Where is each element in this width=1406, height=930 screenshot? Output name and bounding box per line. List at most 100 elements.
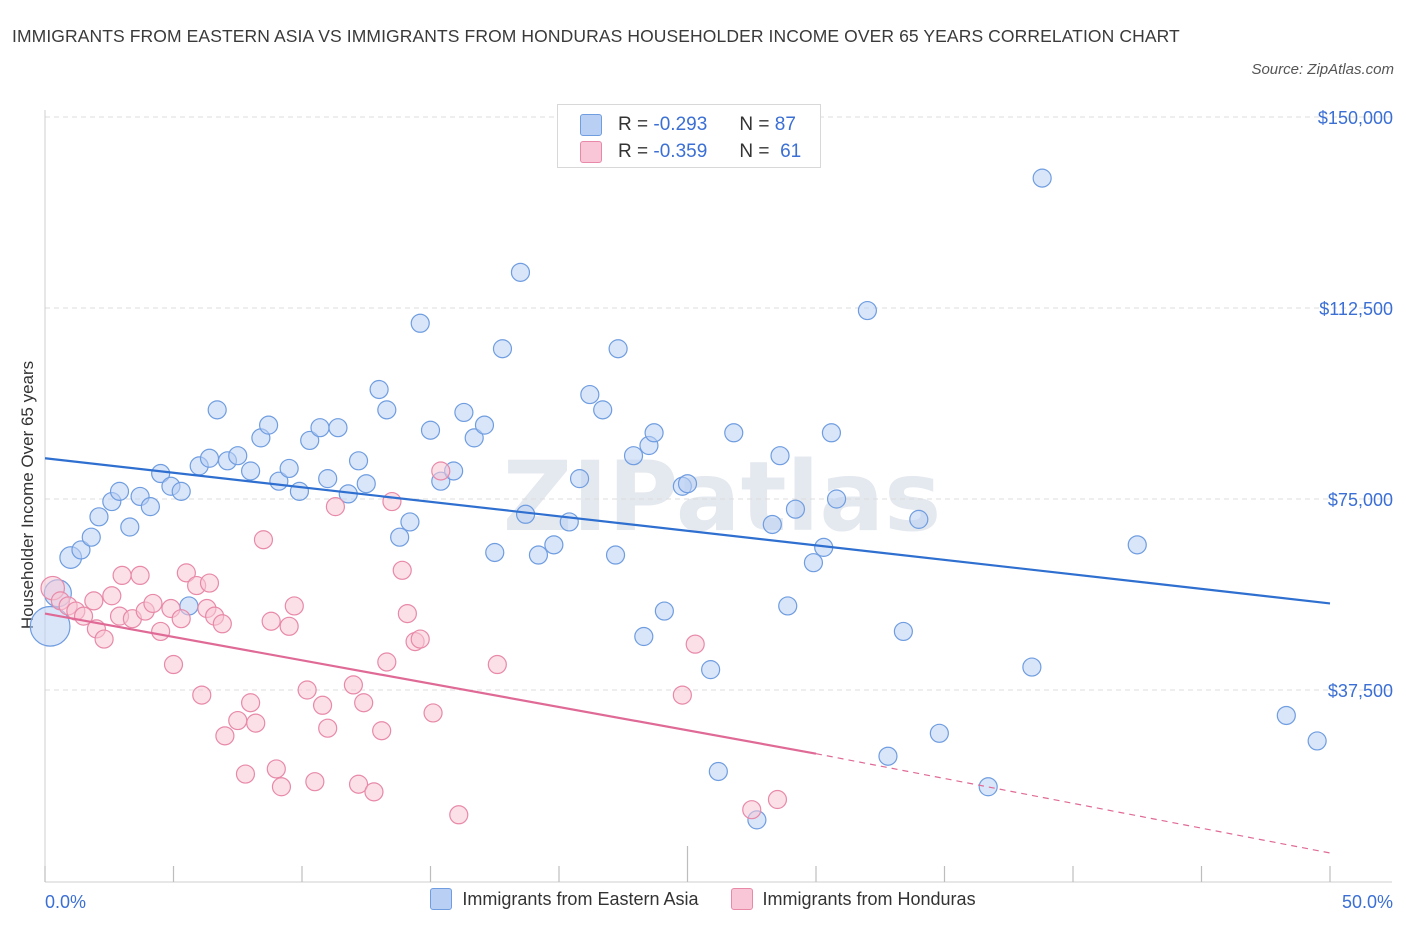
- x-tick-label: 50.0%: [1342, 892, 1393, 912]
- eastern-asia-point: [654, 601, 674, 621]
- eastern-asia-point: [1032, 168, 1052, 188]
- stats-row-honduras: R = -0.359 N = 61: [580, 138, 801, 166]
- eastern-asia-point: [528, 545, 549, 565]
- eastern-asia-point: [241, 461, 261, 481]
- legend-swatch-honduras: [730, 888, 753, 910]
- legend-label-eastern-asia: Immigrants from Eastern Asia: [462, 888, 699, 909]
- eastern-asia-point: [71, 540, 91, 560]
- honduras-point: [171, 609, 191, 629]
- eastern-asia-point: [770, 446, 790, 466]
- eastern-asia-point: [893, 621, 913, 642]
- eastern-asia-point: [510, 262, 531, 282]
- eastern-asia-point: [724, 423, 744, 443]
- honduras-point: [143, 593, 163, 614]
- eastern-asia-point: [300, 430, 320, 451]
- eastern-asia-point: [634, 626, 654, 647]
- eastern-asia-point: [356, 474, 376, 494]
- honduras-point: [192, 685, 212, 705]
- stats-r-value: -0.359: [653, 141, 708, 162]
- honduras-point: [685, 634, 705, 654]
- eastern-asia-point: [369, 379, 389, 400]
- eastern-asia-point: [348, 451, 369, 471]
- eastern-asia-point: [701, 660, 721, 680]
- honduras-point: [449, 805, 469, 825]
- honduras-point: [241, 693, 261, 713]
- eastern-asia-point: [485, 542, 505, 563]
- eastern-asia-point: [474, 415, 495, 435]
- honduras-point: [767, 789, 788, 810]
- legend-swatch-eastern-asia: [430, 888, 453, 910]
- y-tick-label: $112,500: [1319, 299, 1393, 319]
- eastern-asia-point: [464, 428, 484, 448]
- eastern-asia-point: [410, 313, 430, 333]
- honduras-trend-line: [44, 612, 817, 755]
- eastern-asia-point: [878, 746, 898, 766]
- eastern-asia-point: [978, 777, 998, 797]
- honduras-point: [253, 530, 274, 550]
- eastern-asia-point: [762, 514, 782, 535]
- honduras-point: [163, 654, 184, 675]
- eastern-asia-point: [151, 463, 171, 484]
- honduras-point: [410, 629, 430, 649]
- honduras-point: [94, 629, 114, 649]
- honduras-point: [279, 616, 299, 636]
- honduras-point: [215, 726, 235, 746]
- honduras-point: [487, 654, 507, 675]
- eastern-asia-point: [171, 481, 191, 501]
- honduras-point: [235, 764, 256, 784]
- eastern-asia-point: [454, 402, 474, 423]
- eastern-asia-point: [559, 512, 579, 532]
- eastern-asia-point: [109, 481, 130, 501]
- honduras-point: [102, 586, 122, 606]
- stats-row-eastern-asia: R = -0.293 N = 87: [580, 111, 796, 139]
- y-tick-label: $75,000: [1328, 490, 1393, 510]
- honduras-point: [372, 721, 392, 741]
- eastern-asia-point: [289, 481, 310, 501]
- eastern-asia-point: [199, 448, 220, 468]
- stats-legend-box: R = -0.293 N = 87 R = -0.359 N = 61: [557, 104, 821, 168]
- honduras-point: [382, 491, 402, 512]
- stats-n-label: N =: [739, 141, 770, 162]
- eastern-asia-point: [580, 384, 600, 405]
- eastern-asia-point: [207, 400, 227, 420]
- honduras-point: [305, 772, 325, 792]
- eastern-asia-point: [677, 474, 698, 494]
- honduras-point: [246, 713, 266, 733]
- source-label: Source: ZipAtlas.com: [1251, 61, 1394, 78]
- honduras-point: [212, 614, 232, 634]
- stats-r-label: R =: [618, 141, 649, 162]
- honduras-point: [312, 695, 333, 715]
- honduras-point: [431, 461, 451, 481]
- honduras-point: [199, 573, 220, 593]
- eastern-asia-point: [492, 339, 513, 359]
- eastern-asia-point: [608, 339, 628, 359]
- chart-title: IMMIGRANTS FROM EASTERN ASIA VS IMMIGRAN…: [12, 26, 1180, 46]
- honduras-point: [423, 703, 443, 723]
- legend: Immigrants from Eastern Asia Immigrants …: [0, 888, 1406, 910]
- eastern-asia-point: [569, 469, 590, 489]
- honduras-point: [130, 565, 150, 586]
- honduras-point: [284, 596, 304, 616]
- eastern-asia-point: [140, 497, 160, 517]
- eastern-asia-point: [803, 553, 824, 573]
- eastern-asia-point: [390, 527, 410, 547]
- eastern-asia-point: [544, 535, 564, 555]
- honduras-point: [364, 782, 384, 802]
- eastern-asia-point: [605, 545, 626, 565]
- honduras-point: [84, 591, 104, 611]
- honduras-point: [297, 680, 317, 700]
- watermark: ZIPatlas: [503, 441, 942, 553]
- y-tick-label: $37,500: [1328, 681, 1393, 701]
- legend-item-honduras[interactable]: Immigrants from Honduras: [730, 888, 976, 910]
- eastern-asia-point: [785, 499, 806, 519]
- stats-swatch-eastern-asia: [580, 114, 602, 136]
- eastern-asia-point: [644, 423, 664, 443]
- honduras-point: [176, 563, 196, 583]
- eastern-asia-point: [1022, 657, 1042, 677]
- eastern-asia-point: [1127, 535, 1147, 555]
- legend-item-eastern-asia[interactable]: Immigrants from Eastern Asia: [430, 888, 699, 910]
- honduras-point: [392, 560, 412, 580]
- honduras-point: [112, 565, 132, 586]
- eastern-asia-point: [228, 446, 248, 466]
